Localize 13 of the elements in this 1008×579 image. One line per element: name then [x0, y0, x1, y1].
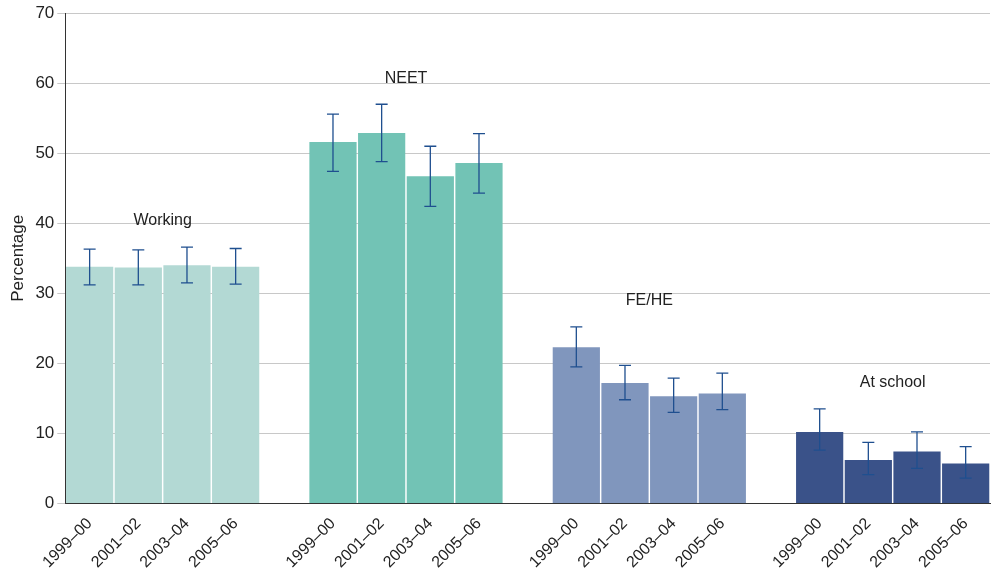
y-tick-label: 70 [35, 2, 55, 22]
y-tick-label: 40 [35, 212, 55, 232]
y-tick-label: 10 [35, 423, 55, 443]
y-tick-label: 30 [35, 282, 55, 302]
annotation: NEET [384, 68, 428, 86]
y-tick-label: 0 [44, 493, 55, 513]
y-tick-label: 20 [35, 353, 55, 373]
annotation: FE/HE [625, 291, 673, 309]
y-axis-title: Percentage [7, 214, 27, 302]
annotation: Working [133, 211, 192, 229]
annotation: At school [859, 373, 926, 391]
y-tick-label: 50 [35, 142, 55, 162]
y-tick-label: 60 [35, 72, 55, 92]
